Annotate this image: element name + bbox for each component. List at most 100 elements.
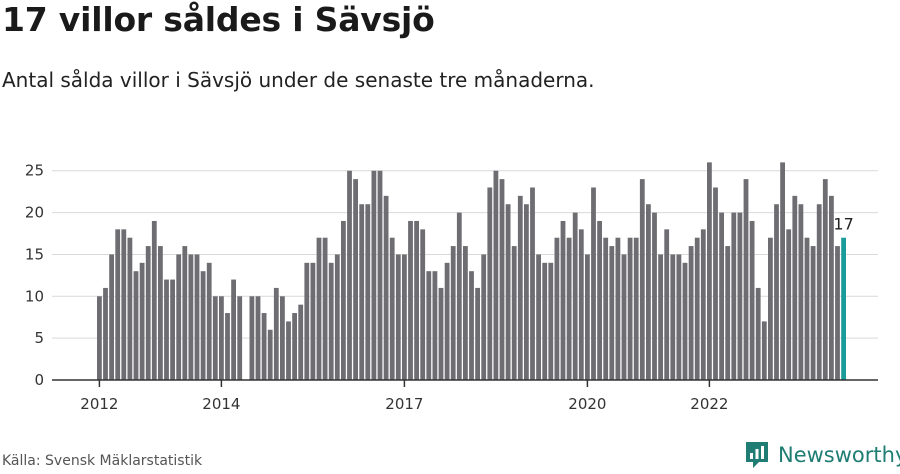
bar: [475, 287, 480, 380]
brand-logo: Newsworthy: [744, 440, 900, 470]
source-note: Källa: Svensk Mäklarstatistik: [2, 453, 203, 469]
x-axis: 2012 2014 2017 2020 2022: [52, 379, 878, 413]
bar: [231, 279, 236, 380]
bar: [597, 220, 602, 380]
bar: [835, 246, 840, 380]
bar: [463, 246, 468, 380]
bar: [652, 212, 657, 380]
bar: [438, 287, 444, 380]
bar: [127, 237, 133, 380]
y-tick-label: 15: [25, 245, 44, 263]
bar: [206, 262, 212, 380]
chart-title: 17 villor såldes i Sävsjö: [2, 0, 435, 39]
bar: [517, 195, 523, 380]
bar: [115, 229, 121, 380]
bar: [536, 254, 541, 380]
bar: [713, 187, 718, 380]
bar: [182, 246, 188, 380]
bars: [97, 162, 846, 380]
bar: [456, 212, 462, 380]
bar: [682, 262, 688, 380]
bar: [609, 246, 615, 380]
bar: [292, 313, 297, 380]
newsworthy-logo-icon: [746, 442, 768, 468]
bar: [103, 287, 108, 380]
y-tick-label: 20: [25, 204, 44, 222]
bar: [450, 246, 456, 380]
highlight-bar: [841, 237, 846, 380]
bar-chart: 0 5 10 15 20 25 2012 2014 2017 2020 2022 17: [25, 162, 878, 413]
bar: [639, 179, 645, 380]
bar: [664, 229, 670, 380]
bar: [200, 271, 206, 380]
brand-name: Newsworthy: [778, 443, 900, 467]
bar: [164, 279, 169, 380]
bar: [267, 329, 273, 380]
y-tick-label: 5: [34, 329, 44, 347]
bar: [603, 237, 609, 380]
y-tick-label: 0: [34, 371, 44, 389]
bar: [176, 254, 182, 380]
bar: [829, 195, 834, 380]
bar: [572, 212, 578, 380]
bar: [328, 262, 334, 380]
bar: [97, 296, 102, 380]
bar: [755, 287, 761, 380]
bar: [737, 212, 743, 380]
x-tick-label: 2022: [690, 395, 728, 413]
bar: [780, 162, 785, 380]
bar: [353, 179, 358, 380]
bar: [774, 204, 779, 380]
bar: [804, 237, 810, 380]
bar: [688, 246, 694, 380]
bar: [426, 271, 432, 380]
bar: [121, 229, 127, 380]
bar: [139, 262, 145, 380]
bar: [633, 237, 639, 380]
bar: [219, 296, 224, 380]
highlight-value-label: 17: [833, 215, 853, 234]
bar: [377, 170, 383, 380]
bar: [225, 313, 230, 380]
bar: [237, 296, 243, 380]
bar: [761, 321, 767, 380]
x-tick-label: 2017: [385, 395, 423, 413]
bar: [585, 254, 590, 380]
bar: [286, 321, 291, 380]
bar: [560, 220, 566, 380]
bar: [725, 246, 731, 380]
x-tick-label: 2014: [202, 395, 240, 413]
bar: [310, 262, 316, 380]
bar: [768, 237, 773, 380]
bar: [280, 296, 285, 380]
bar: [432, 271, 438, 380]
bar: [188, 254, 194, 380]
bar: [334, 254, 340, 380]
bar: [719, 212, 724, 380]
y-axis-ticks: 0 5 10 15 20 25: [25, 162, 44, 389]
bar: [371, 170, 377, 380]
bar: [505, 204, 511, 380]
bar: [591, 187, 596, 380]
bar: [469, 271, 474, 380]
bar: [109, 254, 114, 380]
bar: [621, 254, 627, 380]
bar: [743, 179, 749, 380]
chart-subtitle: Antal sålda villor i Sävsjö under de sen…: [2, 68, 595, 92]
bar: [158, 246, 163, 380]
bar: [548, 262, 554, 380]
bar: [414, 220, 419, 380]
bar: [298, 304, 304, 380]
bar: [322, 237, 328, 380]
bar: [304, 262, 310, 380]
bar: [420, 229, 426, 380]
bar: [316, 237, 322, 380]
bar: [383, 195, 389, 380]
bar: [273, 287, 279, 380]
bar: [249, 296, 255, 380]
bar: [810, 246, 816, 380]
bar: [444, 262, 450, 380]
bar: [347, 170, 352, 380]
bar: [700, 229, 706, 380]
bar: [255, 296, 261, 380]
